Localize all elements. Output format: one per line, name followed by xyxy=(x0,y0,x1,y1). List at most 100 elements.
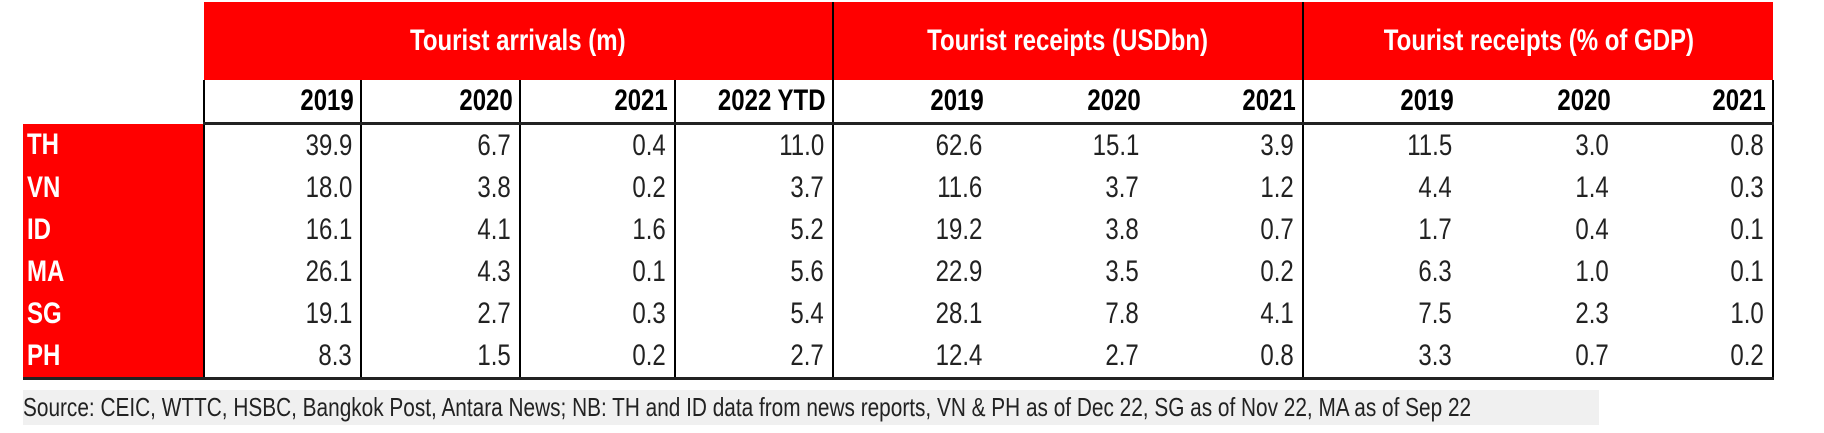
cell-value: 6.3 xyxy=(1418,255,1452,288)
cell-value: 0.1 xyxy=(632,255,666,288)
group-header-receipts-gdp: Tourist receipts (% of GDP) xyxy=(1302,2,1773,80)
group-header-arrivals: Tourist arrivals (m) xyxy=(204,2,833,80)
source-text: Source: CEIC, WTTC, HSBC, Bangkok Post, … xyxy=(23,392,1472,422)
cell-value: 1.2 xyxy=(1260,171,1294,204)
value-cell: 0.7 xyxy=(1460,335,1617,380)
value-cell: 15.1 xyxy=(990,124,1147,168)
cell-value: 19.2 xyxy=(935,213,982,246)
table-row: ID 16.1 4.1 1.6 5.2 19.2 3.8 0.7 1.7 0.4 0.1 xyxy=(23,209,1774,251)
country-code: VN xyxy=(27,171,61,204)
table-row: PH 8.3 1.5 0.2 2.7 12.4 2.7 0.8 3.3 0.7 0.2 xyxy=(23,335,1774,380)
value-cell: 62.6 xyxy=(832,123,990,167)
value-cell: 1.0 xyxy=(1460,251,1617,293)
cell-value: 1.6 xyxy=(632,213,666,246)
cell-value: 4.1 xyxy=(1260,297,1294,330)
country-label: VN xyxy=(23,167,204,209)
value-cell: 12.4 xyxy=(832,335,990,380)
cell-value: 11.5 xyxy=(1407,129,1452,162)
group-header-row: Tourist arrivals (m) Tourist receipts (U… xyxy=(23,2,1773,80)
group-header-receipts-usd: Tourist receipts (USDbn) xyxy=(832,2,1303,80)
value-cell: 0.1 xyxy=(1617,209,1774,251)
cell-value: 62.6 xyxy=(935,129,982,162)
year-label: 2019 xyxy=(930,84,984,117)
source-note: Source: CEIC, WTTC, HSBC, Bangkok Post, … xyxy=(23,390,1599,425)
cell-value: 3.7 xyxy=(1105,171,1139,204)
cell-value: 28.1 xyxy=(935,297,982,330)
cell-value: 3.5 xyxy=(1105,255,1139,288)
value-cell: 16.1 xyxy=(203,209,361,251)
cell-value: 0.8 xyxy=(1260,339,1294,372)
value-cell: 4.1 xyxy=(360,209,520,251)
value-cell: 0.3 xyxy=(519,293,675,335)
year-header-row: 2019 2020 2021 2022 YTD 2019 2020 2021 2019 2020… xyxy=(23,80,1774,125)
value-cell: 5.6 xyxy=(674,251,833,293)
value-cell: 3.8 xyxy=(990,209,1147,251)
cell-value: 0.4 xyxy=(632,129,666,162)
value-cell: 3.5 xyxy=(990,251,1147,293)
cell-value: 3.9 xyxy=(1260,129,1294,162)
value-cell: 19.1 xyxy=(203,293,361,335)
table-row: TH 39.9 6.7 0.4 11.0 62.6 15.1 3.9 11.5 3.0 0.8 xyxy=(23,123,1774,168)
value-cell: 1.4 xyxy=(1460,167,1617,209)
cell-value: 0.2 xyxy=(1730,339,1764,372)
cell-value: 12.4 xyxy=(935,339,982,372)
cell-value: 2.7 xyxy=(1105,339,1139,372)
value-cell: 0.4 xyxy=(519,123,675,167)
year-label: 2019 xyxy=(300,84,354,117)
value-cell: 11.0 xyxy=(674,123,833,167)
table-row: SG 19.1 2.7 0.3 5.4 28.1 7.8 4.1 7.5 2.3 1.0 xyxy=(23,293,1774,335)
value-cell: 4.3 xyxy=(360,251,520,293)
cell-value: 0.3 xyxy=(1730,171,1764,204)
cell-value: 0.4 xyxy=(1575,213,1609,246)
cell-value: 0.7 xyxy=(1260,213,1294,246)
year-label: 2021 xyxy=(1712,84,1766,117)
group-title: Tourist receipts (% of GDP) xyxy=(1383,24,1694,57)
cell-value: 0.2 xyxy=(1260,255,1294,288)
value-cell: 0.8 xyxy=(1147,335,1303,380)
cell-value: 1.5 xyxy=(477,339,511,372)
value-cell: 1.0 xyxy=(1617,293,1774,335)
cell-value: 1.0 xyxy=(1730,297,1764,330)
year-label: 2020 xyxy=(1557,84,1611,117)
table-body: TH 39.9 6.7 0.4 11.0 62.6 15.1 3.9 11.5 3.0 0.8 VN 1… xyxy=(23,123,1774,380)
country-label: SG xyxy=(23,293,204,335)
year-header: 2019 xyxy=(1302,80,1460,125)
value-cell: 3.7 xyxy=(990,167,1147,209)
cell-value: 3.8 xyxy=(477,171,511,204)
cell-value: 0.1 xyxy=(1730,255,1764,288)
value-cell: 0.2 xyxy=(1617,335,1774,380)
value-cell: 0.8 xyxy=(1617,123,1774,167)
value-cell: 0.2 xyxy=(1147,251,1303,293)
country-label: PH xyxy=(23,335,204,380)
cell-value: 0.7 xyxy=(1575,339,1609,372)
corner-cell xyxy=(23,2,204,80)
table-row: VN 18.0 3.8 0.2 3.7 11.6 3.7 1.2 4.4 1.4 0.3 xyxy=(23,167,1774,209)
value-cell: 0.2 xyxy=(519,335,675,380)
value-cell: 1.7 xyxy=(1302,209,1460,251)
value-cell: 28.1 xyxy=(832,293,990,335)
cell-value: 3.3 xyxy=(1418,339,1452,372)
cell-value: 2.3 xyxy=(1575,297,1609,330)
country-label: ID xyxy=(23,209,204,251)
cell-value: 11.6 xyxy=(937,171,982,204)
year-header: 2020 xyxy=(1460,80,1617,125)
year-label: 2021 xyxy=(614,84,668,117)
value-cell: 0.2 xyxy=(519,167,675,209)
cell-value: 7.5 xyxy=(1418,297,1452,330)
value-cell: 2.7 xyxy=(990,335,1147,380)
value-cell: 6.3 xyxy=(1302,251,1460,293)
table-row: MA 26.1 4.3 0.1 5.6 22.9 3.5 0.2 6.3 1.0 0.1 xyxy=(23,251,1774,293)
value-cell: 0.3 xyxy=(1617,167,1774,209)
value-cell: 26.1 xyxy=(203,251,361,293)
country-label: MA xyxy=(23,251,204,293)
cell-value: 2.7 xyxy=(477,297,511,330)
year-header: 2021 xyxy=(1147,80,1303,125)
cell-value: 18.0 xyxy=(305,171,352,204)
cell-value: 5.4 xyxy=(790,297,824,330)
value-cell: 39.9 xyxy=(203,123,361,167)
cell-value: 3.7 xyxy=(790,171,824,204)
value-cell: 3.9 xyxy=(1147,124,1303,168)
value-cell: 4.4 xyxy=(1302,167,1460,209)
value-cell: 2.3 xyxy=(1460,293,1617,335)
cell-value: 4.3 xyxy=(477,255,511,288)
